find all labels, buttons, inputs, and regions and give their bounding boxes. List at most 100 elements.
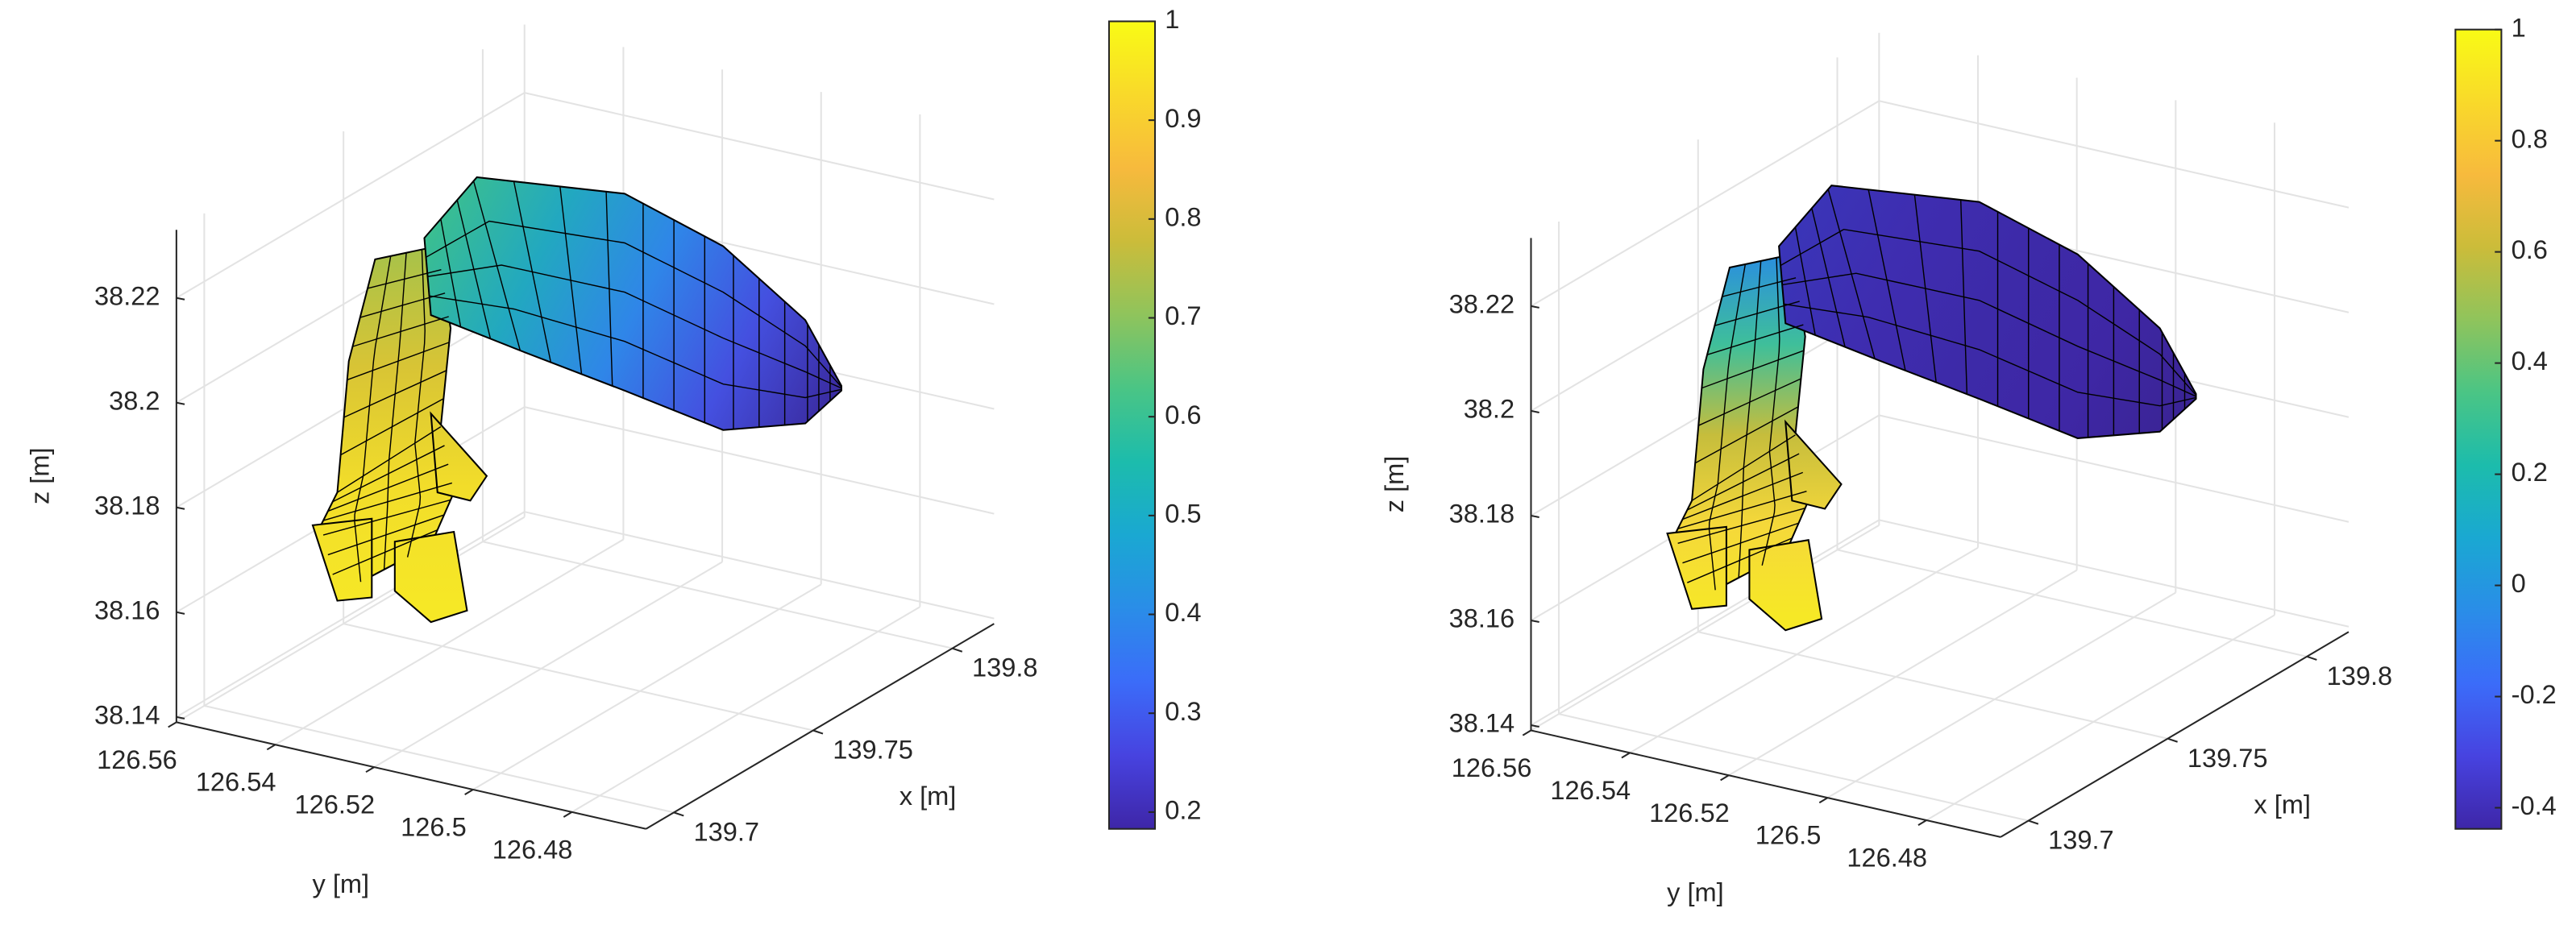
x-axis-label: x [m] (900, 781, 957, 811)
grid-line (1879, 100, 2350, 209)
grid-line (1530, 519, 1880, 726)
x-axis-line (645, 623, 995, 830)
grid-line (343, 623, 814, 732)
y-axis-label: y [m] (312, 869, 369, 898)
mesh-line (1761, 257, 1780, 566)
surface (1666, 185, 2197, 632)
y-tick-label: 126.54 (196, 767, 276, 797)
y-tick (1917, 819, 1927, 826)
surface-patch (423, 176, 842, 431)
x-tick-label: 139.8 (972, 653, 1038, 682)
y-tick (464, 789, 474, 795)
colorbar-tick-label: 0.6 (2512, 234, 2548, 264)
y-tick-label: 126.5 (401, 811, 467, 841)
mesh-line (1708, 263, 1747, 591)
colorbar-tick-label: 0.5 (1165, 498, 1201, 528)
z-tick-label: 38.22 (94, 280, 160, 310)
surface-patch (1778, 185, 2197, 439)
z-tick-label: 38.2 (109, 385, 160, 415)
z-tick-label: 38.16 (1449, 603, 1515, 633)
colorbar-tick-label: 0.2 (2512, 457, 2548, 487)
y-tick-label: 126.52 (294, 790, 375, 819)
grid-line (176, 92, 526, 299)
y-tick-label: 126.56 (97, 744, 177, 774)
surface-patch (1748, 539, 1823, 632)
y-tick-label: 126.5 (1755, 820, 1822, 850)
grid-line (204, 704, 675, 814)
surface-patch (1784, 419, 1843, 510)
colorbar-tick-label: 0.8 (2512, 123, 2548, 153)
grid-line (176, 511, 526, 718)
colorbar-tick-label: 0.4 (1165, 597, 1201, 627)
x-tick (2028, 819, 2039, 825)
y-tick-label: 126.56 (1452, 753, 1532, 782)
colorbar-tick-label: 1 (1165, 4, 1179, 34)
grid-line (176, 516, 526, 724)
mesh-line (354, 255, 392, 583)
z-axis-label: z [m] (1379, 456, 1409, 513)
z-tick (176, 401, 185, 405)
z-axis-label: z [m] (24, 447, 54, 504)
grid-line (1697, 631, 2168, 740)
colorbar-tick-label: 0.6 (1165, 400, 1201, 429)
mesh-line (426, 220, 842, 388)
surface-patch (311, 517, 373, 602)
colorbar-tick-label: 0 (2512, 568, 2526, 598)
y-tick-label: 126.52 (1649, 798, 1730, 827)
colorbar-tick-label: 0.9 (1165, 103, 1201, 133)
grid-line (373, 561, 723, 768)
x-tick (952, 647, 963, 653)
y-tick (1720, 774, 1730, 782)
z-tick-label: 38.18 (94, 490, 160, 520)
surface-patch (1666, 525, 1727, 610)
grid-line (571, 606, 920, 813)
z-tick (1531, 514, 1539, 518)
x-tick-label: 139.7 (2048, 825, 2114, 855)
colorbar-tick-label: 0.3 (1165, 696, 1201, 726)
x-tick (812, 729, 824, 735)
y-axis-label: y [m] (1667, 877, 1724, 906)
grid-line (1530, 524, 1880, 732)
x-tick-label: 139.75 (833, 735, 913, 765)
y-axis-line (1531, 729, 2001, 838)
grid-line (1558, 713, 2029, 822)
grid-line (472, 583, 822, 790)
z-tick-label: 38.18 (1449, 499, 1515, 529)
mesh-line (406, 249, 426, 558)
y-tick (266, 744, 276, 751)
y-tick (563, 811, 573, 818)
z-tick-label: 38.16 (94, 595, 160, 624)
x-axis-line (2000, 631, 2350, 838)
mesh-line (1782, 272, 2196, 397)
x-tick (673, 811, 684, 817)
x-tick-label: 139.8 (2327, 661, 2393, 691)
grid-line (524, 92, 995, 201)
z-tick-label: 38.14 (94, 699, 160, 729)
colorbar (1107, 20, 1157, 830)
colorbar-tick-label: 0.4 (2512, 346, 2548, 375)
x-tick-label: 139.7 (693, 816, 759, 846)
colorbar-tick-label: -0.2 (2512, 679, 2557, 709)
z-tick (1531, 619, 1539, 624)
z-tick-label: 38.14 (1449, 708, 1515, 738)
mesh-line (1780, 228, 2197, 396)
grid-line (524, 511, 995, 620)
z-tick (176, 611, 185, 615)
x-axis-label: x [m] (2254, 789, 2311, 819)
grid-line (1728, 569, 2078, 777)
z-tick (1531, 305, 1539, 309)
mesh-line (429, 295, 842, 399)
z-tick (176, 297, 185, 301)
grid-line (1926, 614, 2275, 821)
x-tick (2167, 737, 2178, 743)
y-tick-label: 126.48 (492, 834, 573, 864)
x-tick-label: 139.75 (2188, 743, 2268, 773)
z-tick-label: 38.22 (1449, 289, 1515, 319)
mesh-line (1784, 303, 2196, 407)
y-tick (365, 766, 375, 773)
x-tick (2306, 655, 2317, 661)
mesh-line (1738, 260, 1762, 579)
colorbar-tick-label: 0.8 (1165, 201, 1201, 231)
mesh-line (427, 264, 842, 389)
